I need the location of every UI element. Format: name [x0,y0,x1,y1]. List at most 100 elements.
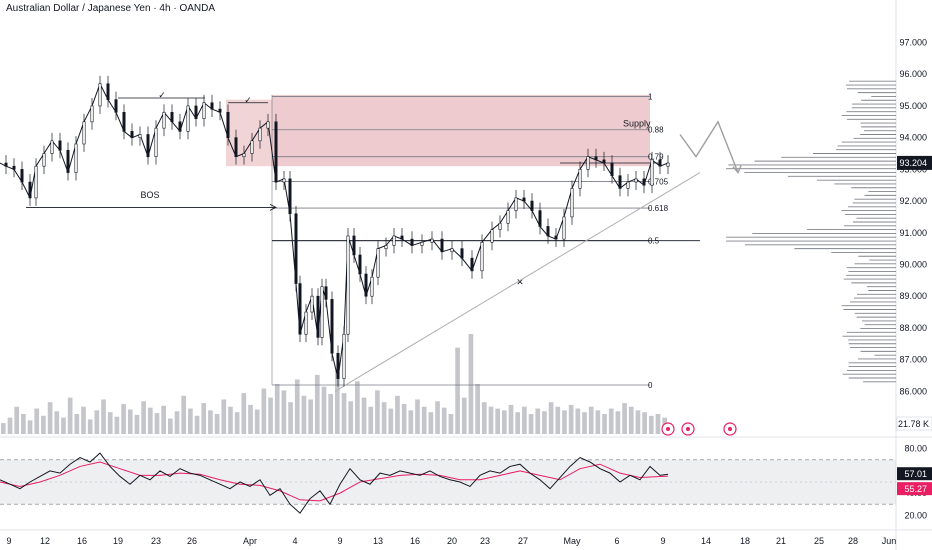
price-candle [506,210,510,224]
price-candle [370,276,374,297]
volume-bar [47,402,53,434]
volume-bar [87,419,93,434]
price-candle [420,241,424,246]
dividend-icon[interactable] [681,422,695,436]
volume-bar [81,406,86,434]
volume-bar [355,381,360,434]
price-candle [304,311,308,335]
volume-bar [635,410,641,434]
volume-label: 21.78 K [898,419,929,429]
volume-bar [628,406,634,434]
price-candle [114,99,118,113]
fib-level-label: 1 [648,92,653,101]
volume-bar [348,401,354,434]
lightning-icon-dot [666,427,670,431]
supply-zone [272,94,650,167]
volume-bar [161,405,166,434]
volume-bar [234,412,240,434]
price-candle [594,156,598,161]
date-tick-label: 4 [292,536,297,546]
price-candle [242,153,246,157]
volume-bar [475,384,480,434]
volume-bar [107,412,113,434]
date-tick-label: 14 [701,536,711,546]
price-candle [554,235,558,240]
price-candle [234,137,238,157]
price-candle [602,159,606,164]
volume-bar [34,408,40,434]
date-tick-label: 9 [337,536,342,546]
price-candle [74,143,78,173]
volume-bar [522,406,527,434]
date-tick-label: 23 [480,536,490,546]
rsi-signal-line [0,461,669,502]
volume-bar [288,402,293,434]
price-candle [522,197,526,202]
date-tick-label: 27 [518,536,528,546]
fib-level-label: 0.618 [648,204,669,213]
price-candle [546,226,550,237]
volume-bar [147,407,153,434]
volume-bar [241,393,247,434]
cross-marker-icon: ✕ [516,277,524,287]
volume-bar [508,404,514,434]
price-candle [194,105,198,119]
volume-bar [488,406,494,434]
lightning-icon[interactable] [661,422,675,436]
date-tick-label: Apr [243,536,257,546]
price-candle [138,134,142,138]
price-candle [154,127,158,157]
volume-bar [61,417,66,434]
volume-bar [468,334,474,434]
volume-bar [528,414,534,434]
date-tick-label: 6 [614,536,619,546]
volume-bar [201,403,207,434]
price-line [0,82,669,379]
earnings-icon[interactable] [723,422,737,436]
price-candle [336,352,340,379]
price-candle [12,165,16,170]
date-tick-label: 9 [660,536,665,546]
price-candle [186,105,190,132]
price-candle [352,235,356,256]
fib-level-label: 0 [648,381,653,390]
volume-bar [535,408,541,434]
volume-bar [335,370,340,434]
volume-bar [214,414,220,434]
volume-bar [515,412,521,434]
volume-bar [328,394,333,434]
price-candle [626,181,630,189]
date-tick-label: Jun [882,536,897,546]
price-candle [42,153,46,167]
price-candle [310,295,314,313]
price-tick-label: 90.000 [899,259,927,269]
volume-bar [395,395,400,434]
volume-bar [408,410,414,434]
volume-bar [154,413,160,434]
price-candle [364,273,368,297]
date-tick-label: 20 [447,536,457,546]
drawings-layer[interactable]: Supply 1 0.88 0.79 0.705 0.618 0.5 0 BOS ✓ ✓ ✕ [26,90,742,392]
volume-bar [121,404,126,434]
volume-bar [254,409,260,434]
price-candle [178,121,182,132]
price-tick-label: 88.000 [899,323,927,333]
volume-bar [274,384,280,434]
date-tick-label: 25 [814,536,824,546]
date-tick-label: 9 [6,536,11,546]
price-candle [342,333,346,379]
volume-bar [308,399,313,434]
volume-bar [415,399,420,434]
volume-bar [281,390,287,434]
price-candle [146,134,150,157]
rsi-line [0,452,669,514]
volume-bar [582,412,587,434]
volume-bar [448,414,454,434]
price-candle [4,162,8,167]
price-candle [282,178,286,183]
date-tick-label: 18 [740,536,750,546]
date-tick-label: 13 [373,536,383,546]
price-candle [162,111,166,129]
rsi-tick-label: 80.00 [904,444,927,454]
